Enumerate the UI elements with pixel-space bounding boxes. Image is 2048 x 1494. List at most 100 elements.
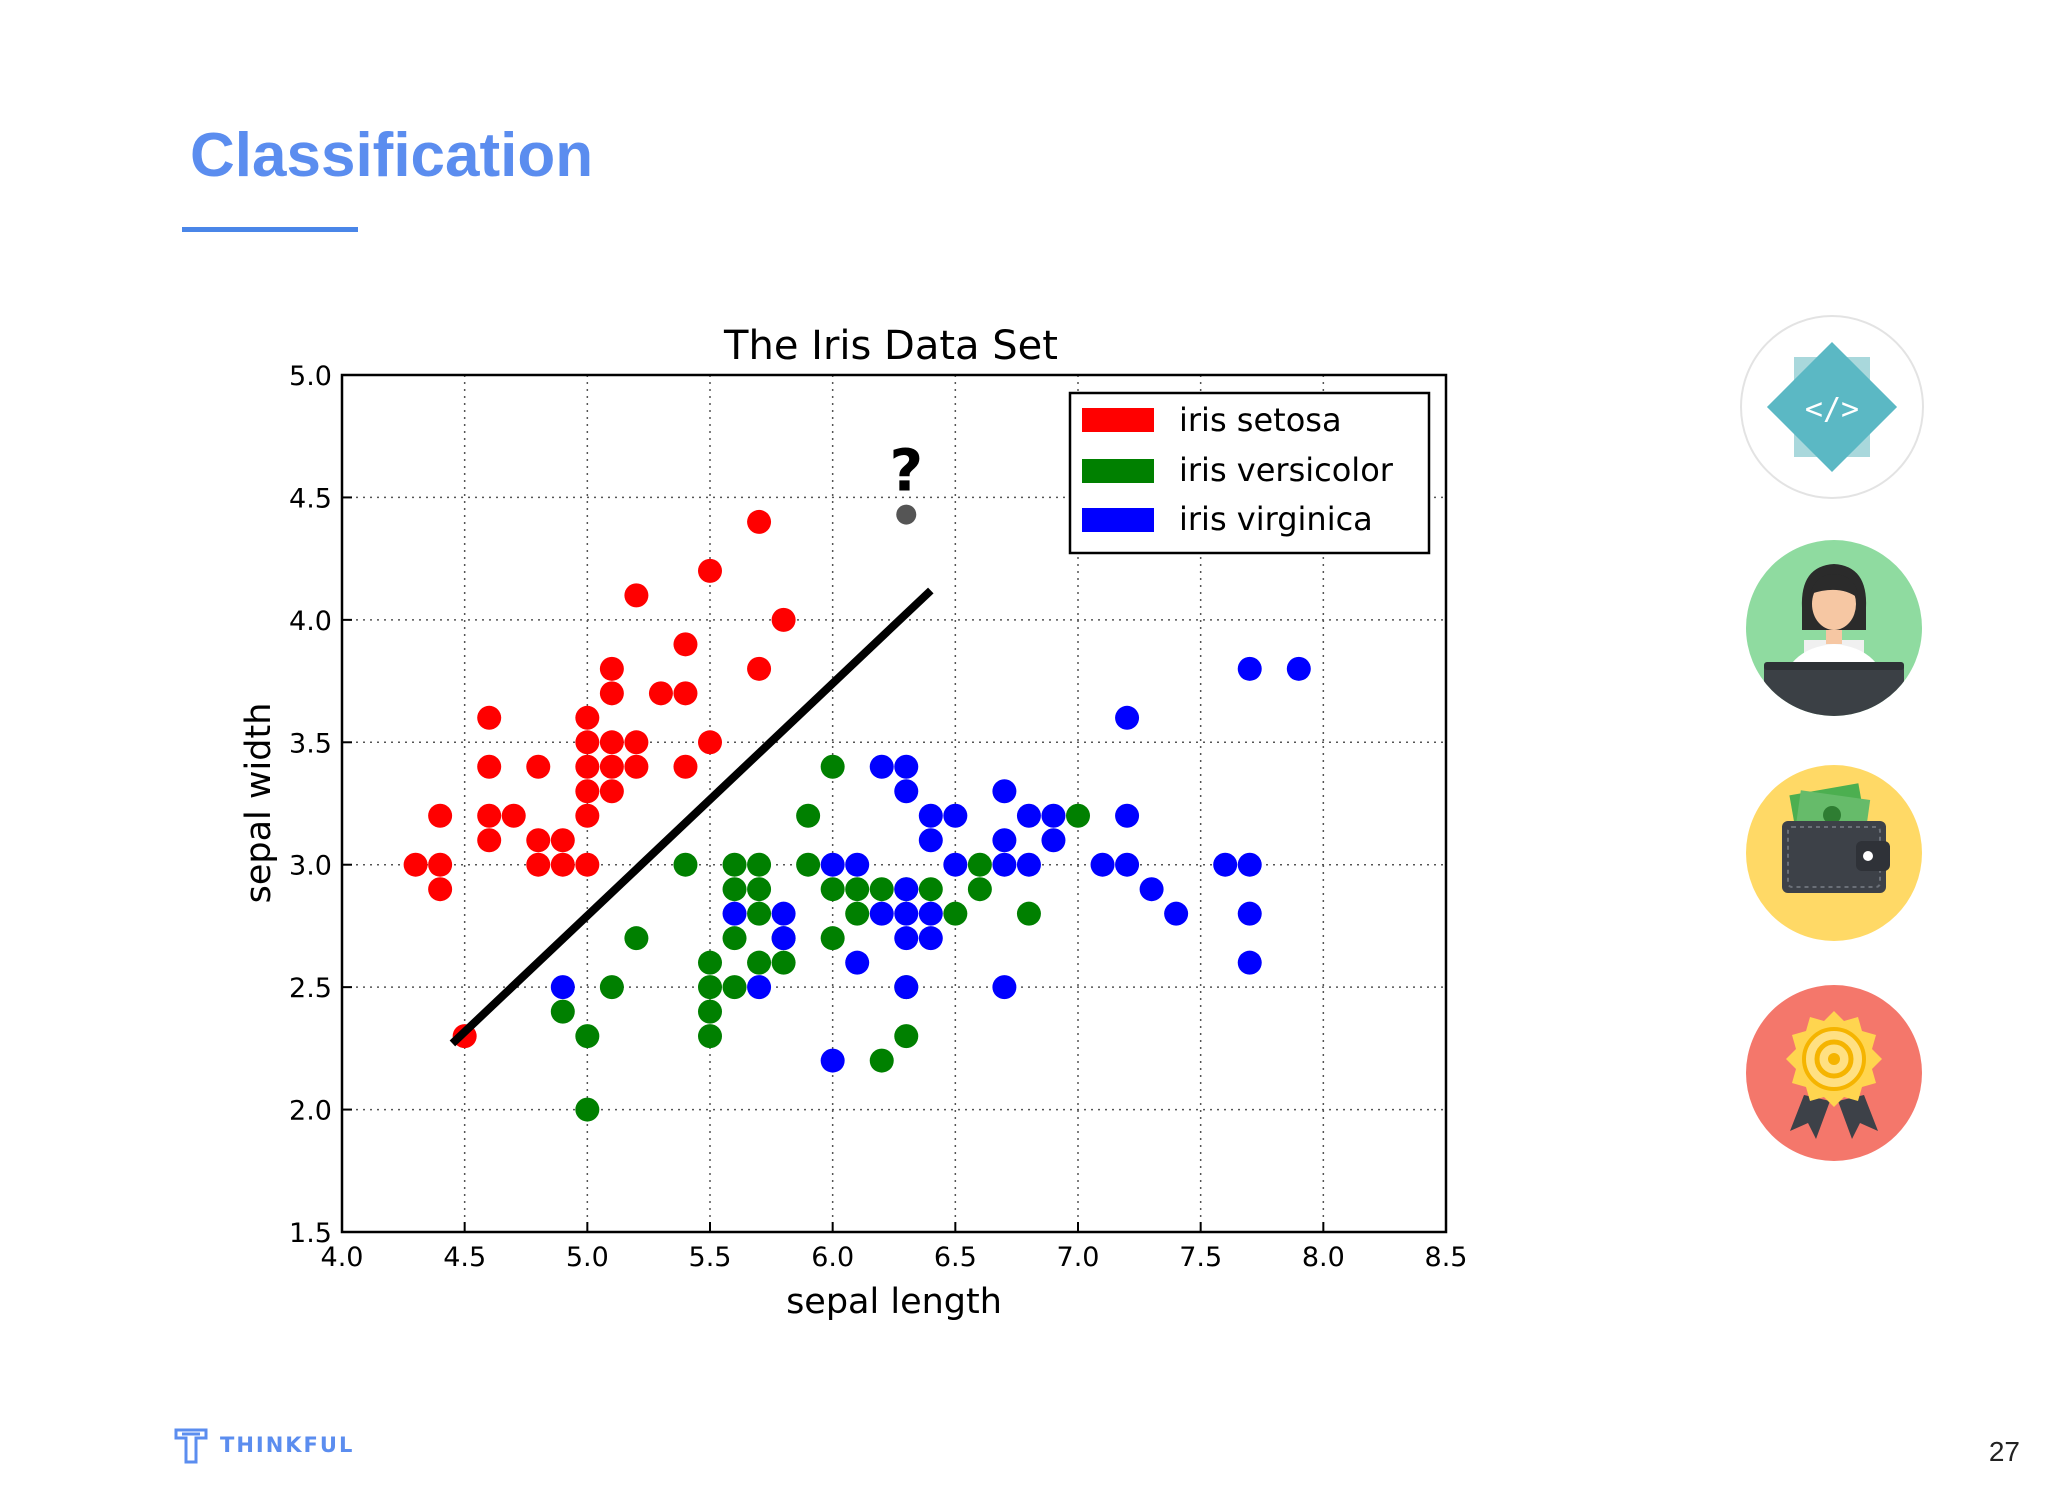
- y-tick-label: 2.0: [289, 1096, 332, 1127]
- x-tick-label: 7.0: [1057, 1242, 1100, 1273]
- data-point: [1115, 852, 1140, 877]
- data-point: [1066, 803, 1090, 828]
- data-point: [599, 779, 624, 804]
- chart-title: The Iris Data Set: [723, 323, 1058, 369]
- legend: iris setosa iris versicolor iris virgini…: [1068, 391, 1431, 555]
- x-tick-label: 8.0: [1302, 1242, 1345, 1273]
- data-point: [820, 852, 845, 877]
- data-point: [599, 975, 624, 1000]
- data-point: [501, 803, 526, 828]
- grid-lines: [342, 375, 1446, 1232]
- y-tick-label: 4.5: [289, 483, 332, 514]
- x-axis-label: sepal length: [786, 1282, 1002, 1322]
- legend-swatch-virginica: [1082, 508, 1154, 532]
- data-point: [1041, 803, 1066, 828]
- data-point: [771, 926, 796, 951]
- data-point: [526, 852, 551, 877]
- data-point: [1286, 656, 1311, 681]
- data-point: [869, 754, 894, 779]
- data-point: [698, 975, 722, 1000]
- data-point: [943, 852, 968, 877]
- data-point: [648, 681, 673, 706]
- data-point: [698, 558, 722, 583]
- data-point: [918, 901, 943, 926]
- data-point: [943, 803, 968, 828]
- data-point: [550, 828, 575, 853]
- data-point: [1237, 656, 1262, 681]
- data-point: [428, 803, 453, 828]
- data-point: [869, 901, 894, 926]
- thinkful-logo-icon: [174, 1428, 208, 1464]
- data-point: [820, 1048, 845, 1073]
- axis-ticks: 4.0 4.5 5.0 5.5 6.0 6.5 7.0 7.5 8.0 8.5 1.5 2.0 2.5 3…: [289, 361, 1467, 1273]
- data-point: [673, 852, 698, 877]
- award-badge-icon: [1746, 985, 1922, 1161]
- data-point: [1139, 877, 1164, 902]
- decision-boundary-line: [449, 587, 934, 1047]
- data-point: [477, 754, 502, 779]
- data-point: [599, 656, 624, 681]
- y-tick-label: 1.5: [289, 1218, 332, 1249]
- data-point: [918, 926, 943, 951]
- data-point: [869, 877, 894, 902]
- data-point: [747, 901, 772, 926]
- data-point: [1213, 852, 1238, 877]
- y-tick-label: 3.0: [289, 851, 332, 882]
- data-point: [894, 754, 919, 779]
- legend-swatch-setosa: [1082, 408, 1154, 432]
- slide-title: Classification: [190, 121, 594, 190]
- data-point: [771, 901, 796, 926]
- y-tick-label: 4.0: [289, 606, 332, 637]
- data-point: [673, 754, 698, 779]
- data-point: [526, 754, 551, 779]
- data-point: [624, 754, 649, 779]
- data-points: [403, 509, 1311, 1122]
- data-point: [1237, 950, 1262, 975]
- data-point: [747, 509, 772, 534]
- data-point: [992, 779, 1017, 804]
- data-point: [477, 828, 502, 853]
- plot-frame: [340, 373, 1448, 1234]
- data-point: [575, 754, 600, 779]
- data-point: [1115, 803, 1140, 828]
- developer-person-icon: [1746, 540, 1922, 716]
- data-point: [894, 1024, 919, 1049]
- x-tick-label: 8.5: [1425, 1242, 1468, 1273]
- data-point: [845, 950, 870, 975]
- data-point: [698, 1024, 722, 1049]
- code-diamond-icon: </>: [1740, 315, 1924, 499]
- legend-label-versicolor: iris versicolor: [1179, 451, 1394, 489]
- data-point: [403, 852, 428, 877]
- data-point: [992, 828, 1017, 853]
- data-point: [722, 901, 747, 926]
- unknown-point-label: ?: [889, 437, 923, 505]
- data-point: [575, 852, 600, 877]
- data-point: [894, 926, 919, 951]
- data-point: [722, 877, 747, 902]
- data-point: [918, 803, 943, 828]
- data-point: [550, 999, 575, 1024]
- data-point: [575, 1097, 600, 1122]
- data-point: [1164, 901, 1189, 926]
- data-point: [894, 877, 919, 902]
- y-tick-label: 2.5: [289, 973, 332, 1004]
- data-point: [722, 852, 747, 877]
- y-axis-label: sepal width: [239, 703, 279, 904]
- svg-text:</>: </>: [1805, 392, 1859, 427]
- data-point: [624, 583, 649, 608]
- legend-label-virginica: iris virginica: [1179, 500, 1373, 538]
- data-point: [1041, 828, 1066, 853]
- data-point: [894, 901, 919, 926]
- x-tick-label: 6.5: [934, 1242, 977, 1273]
- data-point: [477, 705, 502, 730]
- data-point: [820, 877, 845, 902]
- data-point: [722, 926, 747, 951]
- brand-logo: THINKFUL: [174, 1426, 354, 1464]
- annotation-layer: ?: [449, 437, 934, 1047]
- data-point: [428, 877, 453, 902]
- data-point: [747, 852, 772, 877]
- data-point: [845, 901, 870, 926]
- data-point: [599, 681, 624, 706]
- data-point: [869, 1048, 894, 1073]
